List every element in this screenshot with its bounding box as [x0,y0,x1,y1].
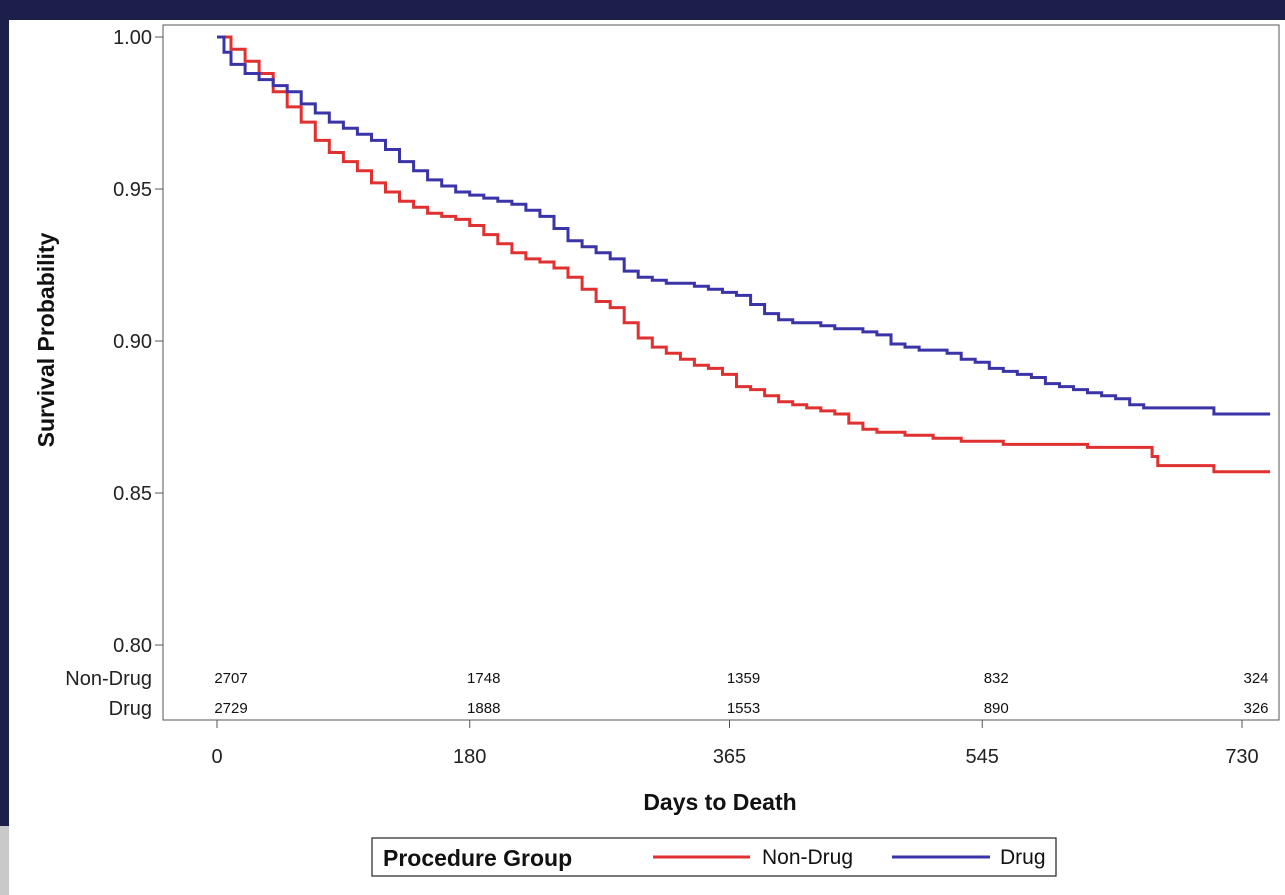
risk-table: Non-Drug 2707 1748 1359 832 324 Drug 2729 1888 15… [65,668,1268,720]
x-tick-label: 545 [966,746,999,768]
risk-count-non-drug: 324 [1243,670,1268,687]
left-frame-lower-band [0,826,9,895]
x-axis-title: Days to Death [643,789,796,815]
legend-title: Procedure Group [383,845,572,871]
risk-count-non-drug: 2707 [214,670,247,687]
risk-count-non-drug: 1359 [727,670,760,687]
y-axis-title: Survival Probability [33,232,59,447]
y-axis: 0.80 0.85 0.90 0.95 1.00 [113,27,163,657]
x-tick-label: 0 [211,746,222,768]
left-frame-band [0,0,9,826]
y-tick-label: 0.90 [113,331,152,353]
plot-area-border [162,24,1280,721]
risk-count-non-drug: 1748 [467,670,500,687]
legend-label-drug: Drug [1000,846,1046,869]
y-tick-label: 0.80 [113,635,152,657]
y-tick-label: 1.00 [113,27,152,49]
risk-count-drug: 2729 [214,700,247,717]
x-tick-label: 180 [453,746,486,768]
y-tick-label: 0.85 [113,483,152,505]
risk-count-drug: 1888 [467,700,500,717]
risk-row-label-drug: Drug [109,698,152,720]
x-axis: 0 180 365 545 730 [211,720,1259,768]
legend: Procedure Group Non-Drug Drug [371,837,1057,877]
risk-count-drug: 326 [1243,700,1268,717]
survival-curves [217,35,1271,474]
top-frame-band [0,0,1285,20]
risk-row-label-non-drug: Non-Drug [65,668,152,690]
series-line-drug [217,35,1271,416]
x-tick-label: 730 [1225,746,1258,768]
x-tick-label: 365 [713,746,746,768]
risk-count-non-drug: 832 [984,670,1009,687]
risk-count-drug: 1553 [727,700,760,717]
legend-label-non-drug: Non-Drug [762,846,853,869]
risk-count-drug: 890 [984,700,1009,717]
series-line-non-drug [217,35,1271,474]
y-tick-label: 0.95 [113,179,152,201]
